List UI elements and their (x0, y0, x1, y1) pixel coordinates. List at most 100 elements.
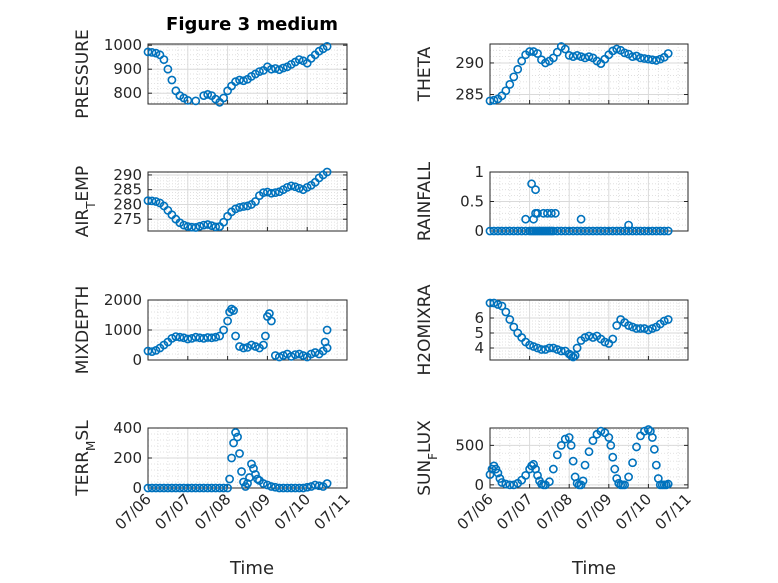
data-point (620, 480, 630, 490)
data-point (505, 315, 515, 324)
data-point (231, 331, 240, 341)
data-point (183, 334, 193, 344)
y-axis-label: SUNFLUX (415, 420, 440, 496)
data-point (501, 86, 511, 96)
data-point (588, 333, 598, 342)
data-point (243, 201, 252, 211)
data-point (191, 223, 201, 232)
data-point (322, 479, 332, 488)
x-tick-label: 07/08 (533, 490, 576, 533)
data-point (175, 332, 185, 342)
y-tick-label: 0 (132, 479, 142, 497)
data-point (231, 428, 240, 437)
data-point (255, 67, 264, 76)
data-point (537, 345, 546, 354)
data-point (568, 352, 578, 362)
data-point (320, 337, 330, 347)
data-point (239, 477, 248, 487)
data-point (576, 214, 586, 224)
data-point (533, 208, 542, 218)
x-tick-label: 07/10 (271, 490, 314, 533)
data-point (143, 47, 153, 57)
data-point (259, 340, 268, 350)
data-point (215, 331, 225, 341)
data-point (531, 185, 540, 195)
data-point (191, 332, 201, 342)
data-point (647, 324, 657, 333)
data-point (505, 480, 515, 490)
data-point (497, 301, 507, 311)
data-point (151, 48, 161, 58)
data-point (632, 442, 641, 452)
y-axis-label: H2OMIXRA (415, 284, 435, 375)
y-tick-label: 280 (113, 195, 142, 213)
data-point (322, 167, 332, 177)
data-point (199, 333, 209, 343)
data-point (231, 204, 240, 214)
data-point (624, 472, 633, 482)
data-point (493, 468, 503, 478)
data-point (163, 64, 173, 74)
axes-box (489, 43, 689, 105)
data-point (219, 217, 229, 227)
data-point (600, 337, 610, 347)
data-point (505, 80, 515, 89)
data-point (167, 75, 177, 85)
x-tick-label: 07/11 (652, 490, 695, 533)
data-point (298, 483, 308, 493)
data-point (225, 474, 234, 484)
data-point (584, 52, 594, 62)
data-point (533, 343, 542, 353)
data-point (501, 307, 511, 317)
y-tick-label: 285 (455, 86, 484, 104)
data-point (294, 183, 304, 193)
subplot-4: 0 0.5 1 RAINFALL (415, 161, 689, 241)
y-axis-label: AIRTEMP (73, 166, 98, 237)
data-point (294, 55, 304, 64)
data-point (266, 188, 276, 198)
data-point (659, 316, 669, 326)
data-point (211, 332, 221, 342)
data-point (227, 453, 236, 463)
data-point (636, 53, 645, 63)
data-point (207, 333, 217, 343)
data-point (219, 483, 229, 493)
data-point (183, 222, 193, 231)
data-point (596, 426, 606, 436)
data-point (251, 470, 260, 479)
axes-box (489, 427, 689, 489)
data-point (179, 333, 189, 343)
y-tick-label: 275 (113, 210, 142, 228)
axes-box (489, 299, 689, 361)
data-point (247, 459, 256, 469)
data-point (223, 483, 232, 493)
data-point (247, 340, 256, 350)
data-point (298, 351, 308, 360)
data-point (566, 440, 576, 450)
x-tick-label: 07/08 (191, 490, 234, 533)
x-tick-label: 07/09 (572, 490, 615, 533)
data-point (235, 202, 244, 212)
data-point (229, 438, 238, 448)
data-point (143, 196, 153, 206)
data-point (529, 459, 538, 469)
y-tick-label: 200 (113, 449, 142, 467)
data-point (606, 440, 616, 450)
data-point (541, 345, 550, 354)
data-point (651, 460, 661, 470)
data-point (203, 220, 213, 229)
data-point (649, 444, 659, 454)
data-point (266, 316, 276, 326)
x-axis-label-right: Time (571, 558, 616, 579)
data-point (489, 95, 499, 105)
data-point (233, 432, 242, 442)
data-point (612, 44, 622, 54)
data-point (179, 220, 189, 230)
data-point (485, 96, 495, 106)
data-point (509, 322, 519, 332)
data-point (163, 205, 173, 215)
data-point (229, 306, 238, 315)
data-point (310, 480, 320, 490)
data-point (286, 181, 296, 191)
